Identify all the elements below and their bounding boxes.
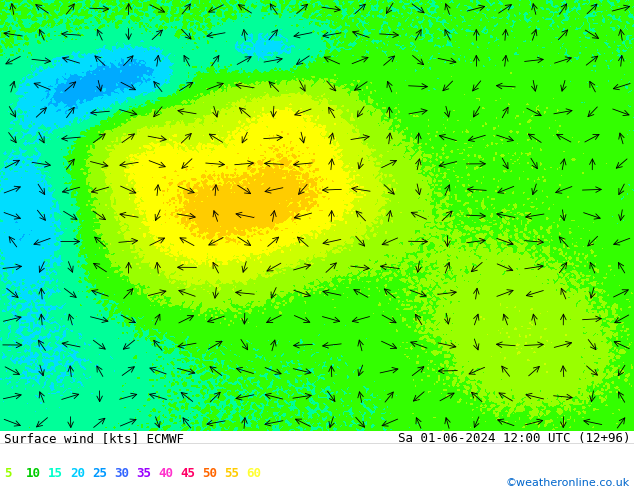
Text: 15: 15 (48, 467, 63, 480)
Text: 5: 5 (4, 467, 11, 480)
Text: 55: 55 (224, 467, 239, 480)
Text: 10: 10 (26, 467, 41, 480)
Text: ©weatheronline.co.uk: ©weatheronline.co.uk (506, 478, 630, 488)
Text: Sa 01-06-2024 12:00 UTC (12+96): Sa 01-06-2024 12:00 UTC (12+96) (398, 432, 630, 445)
Text: Surface wind [kts] ECMWF: Surface wind [kts] ECMWF (4, 432, 184, 445)
Text: 35: 35 (136, 467, 151, 480)
Text: 30: 30 (114, 467, 129, 480)
Text: 50: 50 (202, 467, 217, 480)
Text: 20: 20 (70, 467, 85, 480)
Text: 45: 45 (180, 467, 195, 480)
Text: 40: 40 (158, 467, 173, 480)
Text: 25: 25 (92, 467, 107, 480)
Text: 60: 60 (246, 467, 261, 480)
